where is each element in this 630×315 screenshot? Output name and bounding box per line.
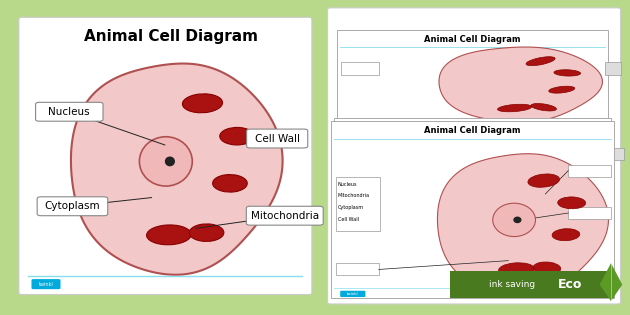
Text: Cell Wall: Cell Wall <box>255 134 300 144</box>
Text: Nucleus: Nucleus <box>49 107 90 117</box>
FancyBboxPatch shape <box>247 129 308 148</box>
Text: ink saving: ink saving <box>490 280 536 289</box>
FancyBboxPatch shape <box>19 17 312 295</box>
Polygon shape <box>438 135 605 206</box>
FancyBboxPatch shape <box>37 197 108 216</box>
Text: Animal Cell Diagram: Animal Cell Diagram <box>424 126 521 135</box>
Ellipse shape <box>551 171 577 178</box>
Ellipse shape <box>189 224 224 241</box>
FancyBboxPatch shape <box>340 291 365 297</box>
FancyBboxPatch shape <box>336 177 380 231</box>
FancyBboxPatch shape <box>568 165 611 177</box>
Text: Cytoplasm: Cytoplasm <box>45 201 100 211</box>
Text: Nucleus: Nucleus <box>338 181 357 186</box>
Text: Animal Cell Diagram: Animal Cell Diagram <box>424 35 521 44</box>
FancyBboxPatch shape <box>334 118 611 206</box>
Polygon shape <box>71 64 283 275</box>
Ellipse shape <box>554 70 581 76</box>
FancyBboxPatch shape <box>337 30 608 123</box>
Ellipse shape <box>498 263 534 276</box>
Ellipse shape <box>528 174 559 187</box>
Text: Animal Cell Diagram: Animal Cell Diagram <box>424 123 521 132</box>
FancyBboxPatch shape <box>246 206 323 225</box>
Ellipse shape <box>531 104 556 111</box>
Ellipse shape <box>213 175 247 192</box>
Ellipse shape <box>513 216 522 223</box>
FancyBboxPatch shape <box>605 62 621 75</box>
FancyBboxPatch shape <box>328 8 621 304</box>
Text: N........: N........ <box>340 152 361 157</box>
FancyBboxPatch shape <box>568 207 611 219</box>
Ellipse shape <box>147 225 191 245</box>
Polygon shape <box>600 263 622 301</box>
Ellipse shape <box>558 197 586 209</box>
Ellipse shape <box>220 128 255 145</box>
Ellipse shape <box>549 86 575 93</box>
Text: twinkl: twinkl <box>347 292 358 296</box>
Ellipse shape <box>526 57 555 66</box>
FancyBboxPatch shape <box>338 148 379 160</box>
Text: Mitochondria: Mitochondria <box>338 193 370 198</box>
Ellipse shape <box>498 104 532 112</box>
Text: Cell Wall: Cell Wall <box>338 217 358 222</box>
FancyBboxPatch shape <box>341 62 379 75</box>
FancyBboxPatch shape <box>32 279 60 289</box>
Ellipse shape <box>527 143 557 152</box>
Ellipse shape <box>493 203 536 237</box>
Ellipse shape <box>165 157 175 166</box>
Ellipse shape <box>498 189 533 196</box>
Text: Mitochondria: Mitochondria <box>251 211 319 221</box>
FancyBboxPatch shape <box>35 102 103 121</box>
Ellipse shape <box>552 229 580 241</box>
Text: Eco: Eco <box>558 278 582 291</box>
Text: twinkl: twinkl <box>38 282 54 287</box>
Ellipse shape <box>532 188 558 195</box>
Text: Animal Cell Diagram: Animal Cell Diagram <box>84 29 258 44</box>
FancyBboxPatch shape <box>331 121 614 298</box>
Ellipse shape <box>556 156 583 162</box>
Polygon shape <box>437 154 609 296</box>
Polygon shape <box>439 47 602 122</box>
Text: Cytoplasm: Cytoplasm <box>338 205 364 210</box>
FancyBboxPatch shape <box>450 271 614 298</box>
Ellipse shape <box>183 94 222 113</box>
FancyBboxPatch shape <box>336 263 379 275</box>
Ellipse shape <box>533 262 561 274</box>
Ellipse shape <box>139 137 192 186</box>
FancyBboxPatch shape <box>608 148 624 160</box>
